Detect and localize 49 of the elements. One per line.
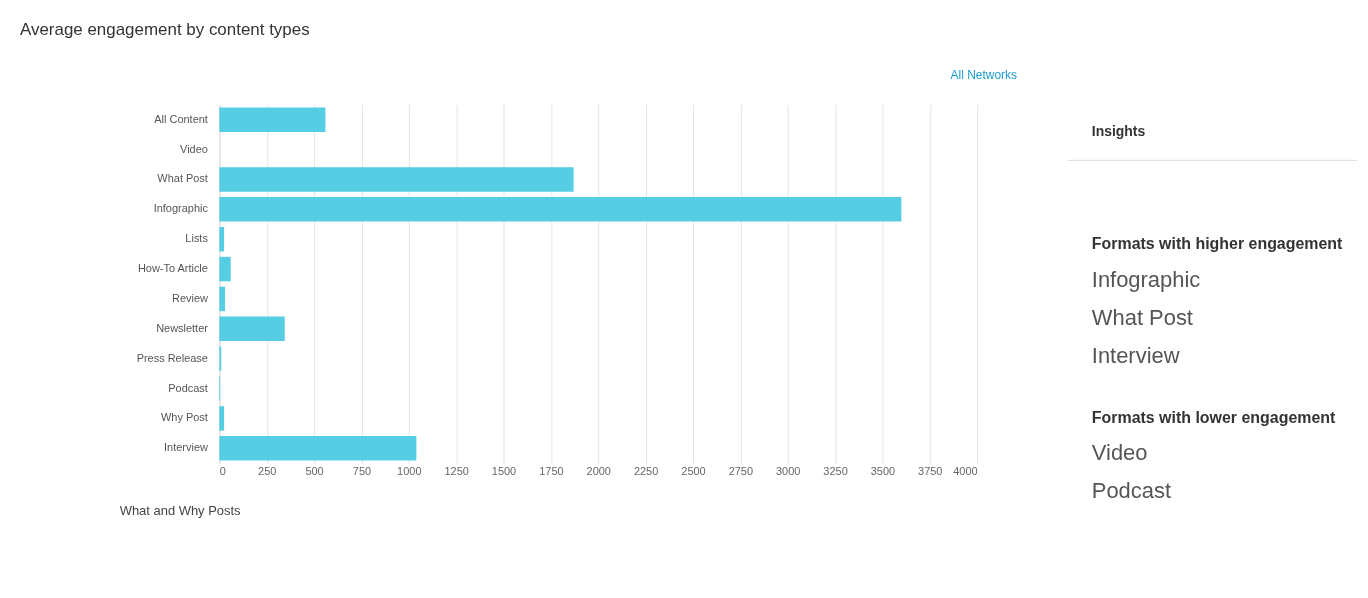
text: What and Why Posts [119, 503, 242, 519]
text: Formats with higher engagement [1091, 235, 1344, 253]
x-tick-label: 0 [219, 464, 226, 477]
bar [219, 436, 417, 461]
bar [219, 286, 226, 312]
text: Podcast [1091, 478, 1172, 504]
x-tick-label: 2750 [728, 464, 754, 477]
x-tick-label: 3500 [870, 464, 896, 477]
y-tick-label: Interview [164, 441, 208, 454]
text: Infographic [1091, 267, 1201, 292]
x-tick-label: 3000 [776, 464, 801, 477]
x-tick-label: 1000 [397, 464, 422, 477]
y-tick-label: Infographic [153, 202, 209, 215]
text: Interview [1091, 342, 1180, 368]
x-tick-label: 2000 [586, 464, 611, 477]
bar [219, 167, 574, 192]
bar [219, 197, 902, 222]
text: What Post [1091, 304, 1193, 330]
x-tick-label: 4000 [953, 464, 978, 477]
y-tick-label: Why Post [161, 411, 208, 424]
y-tick-label: Lists [185, 232, 209, 245]
text: Insights [1091, 123, 1146, 140]
chart-title: Average engagement by content types [19, 19, 310, 39]
y-tick-label: Podcast [168, 381, 208, 394]
bar [219, 226, 225, 252]
x-tick-label: 1750 [539, 464, 564, 477]
text: Video [1091, 440, 1148, 466]
x-tick-label: 2250 [633, 464, 659, 477]
text: All Networks [950, 67, 1018, 82]
x-tick-label: 750 [352, 464, 372, 477]
y-tick-label: What Post [157, 172, 208, 185]
bar [219, 107, 326, 133]
bar [219, 256, 231, 282]
y-tick-label: How-To Article [137, 262, 208, 275]
y-tick-label: All Content [154, 112, 208, 125]
x-tick-label: 1500 [491, 464, 517, 477]
x-tick-label: 3250 [823, 464, 848, 477]
y-tick-label: Video [180, 142, 208, 155]
x-tick-label: 2500 [681, 464, 706, 477]
y-tick-label: Newsletter [156, 321, 209, 334]
x-tick-label: 250 [258, 464, 277, 477]
x-tick-label: 500 [305, 464, 324, 477]
bar [219, 316, 285, 342]
y-tick-label: Press Release [136, 351, 208, 364]
bar [219, 406, 225, 431]
x-tick-label: 3750 [918, 464, 943, 477]
y-tick-label: Review [171, 291, 208, 304]
text: Formats with lower engagement [1091, 408, 1337, 426]
x-tick-label: 1250 [444, 464, 469, 477]
